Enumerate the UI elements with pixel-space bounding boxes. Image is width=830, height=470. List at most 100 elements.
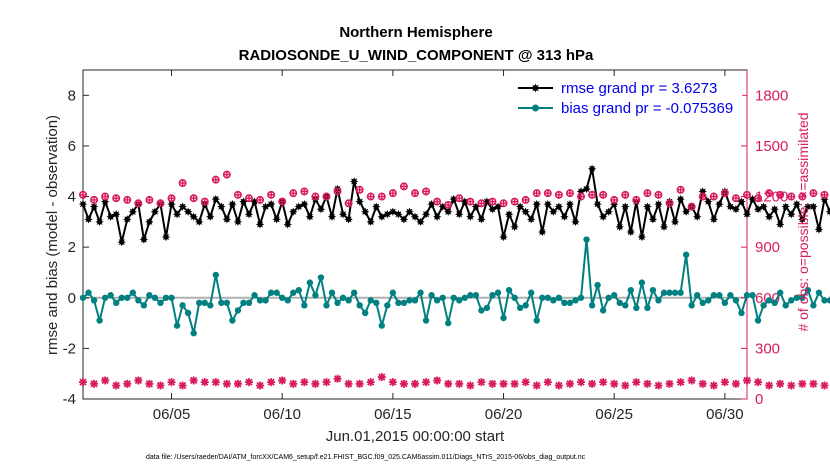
series-0	[78, 164, 830, 247]
bias-point	[146, 292, 153, 299]
bias-point	[190, 330, 197, 337]
rmse-point	[78, 199, 88, 209]
possible-obs-point	[798, 192, 807, 201]
assimilated-obs-point	[366, 378, 375, 387]
assimilated-obs-point	[355, 379, 364, 388]
bias-point	[616, 299, 623, 307]
assimilated-obs-point	[422, 378, 431, 387]
assimilated-obs-point	[588, 379, 597, 388]
possible-obs-mark	[146, 196, 153, 203]
rmse-point	[803, 202, 813, 211]
possible-obs-mark	[578, 193, 584, 200]
possible-obs-mark	[555, 191, 562, 198]
y-right-tick-label: 300	[755, 340, 780, 357]
possible-obs-point	[621, 190, 630, 199]
possible-obs-point	[156, 199, 165, 208]
possible-obs-point	[720, 189, 729, 198]
possible-obs-point	[344, 199, 353, 208]
rmse-point	[527, 215, 536, 224]
bias-point	[179, 302, 186, 309]
bias-point	[682, 251, 690, 258]
possible-obs-mark	[290, 190, 297, 197]
rmse-point	[172, 210, 182, 219]
bias-point	[334, 299, 341, 307]
assimilated-obs-point	[543, 378, 552, 387]
x-tick-label: 06/25	[595, 406, 633, 423]
bias-point	[522, 302, 529, 309]
assimilated-obs-point	[123, 379, 132, 388]
rmse-point	[344, 215, 353, 224]
rmse-point	[731, 204, 741, 214]
possible-obs-mark	[821, 191, 828, 198]
assimilated-obs-point	[499, 379, 508, 388]
possible-obs-point	[134, 199, 143, 208]
bias-point	[777, 289, 784, 296]
bias-point	[284, 297, 291, 304]
bias-point	[279, 294, 286, 301]
possible-obs-mark	[688, 203, 695, 210]
bias-point	[245, 299, 253, 307]
rmse-point	[244, 210, 254, 219]
bias-point	[478, 307, 485, 314]
possible-obs-point	[543, 189, 552, 198]
rmse-point	[543, 199, 552, 209]
possible-obs-point	[665, 199, 674, 208]
x-tick-label: 06/05	[153, 406, 191, 423]
bias-point	[450, 294, 457, 301]
y-axis-label-right: # of obs: o=possible; ×=assimilated	[795, 112, 811, 331]
legend-rmse-label: rmse grand pr = 3.6273	[561, 80, 717, 97]
possible-obs-point	[211, 175, 220, 184]
bias-point	[350, 289, 358, 296]
possible-obs-point	[466, 197, 475, 206]
rmse-point	[410, 212, 420, 221]
legend-rmse-marker	[531, 83, 540, 93]
possible-obs-mark	[666, 200, 673, 207]
x-axis-label: Jun.01,2015 00:00:00 start	[326, 428, 505, 445]
rmse-point	[787, 210, 796, 219]
possible-obs-point	[322, 192, 331, 201]
bias-point	[688, 302, 695, 309]
series-3	[79, 373, 829, 390]
rmse-point	[770, 204, 779, 214]
bias-point	[583, 236, 590, 243]
assimilated-obs-point	[211, 378, 220, 387]
possible-obs-point	[565, 189, 574, 198]
possible-obs-mark	[345, 200, 352, 207]
assimilated-obs-point	[167, 378, 176, 387]
bias-point	[290, 289, 297, 296]
rmse-point	[455, 210, 464, 219]
bias-point	[317, 274, 325, 281]
possible-obs-mark	[644, 190, 651, 197]
rmse-point	[792, 199, 801, 209]
possible-obs-mark	[732, 195, 739, 202]
bias-point	[157, 299, 164, 307]
bias-point	[738, 309, 745, 317]
possible-obs-point	[809, 189, 818, 198]
bias-point	[301, 302, 308, 309]
assimilated-obs-point	[222, 379, 231, 388]
possible-obs-point	[200, 197, 209, 206]
assimilated-obs-point	[676, 378, 685, 387]
possible-obs-mark	[356, 186, 363, 193]
rmse-point	[327, 212, 337, 221]
bias-point	[306, 279, 314, 286]
assimilated-obs-point	[577, 378, 585, 387]
bias-point	[96, 317, 103, 324]
possible-obs-point	[754, 194, 763, 203]
possible-obs-mark	[611, 196, 618, 203]
assimilated-obs-point	[200, 378, 209, 387]
possible-obs-point	[355, 185, 364, 194]
rmse-point	[349, 177, 359, 186]
assimilated-obs-point	[178, 381, 187, 390]
x-tick-label: 06/15	[374, 406, 412, 423]
bias-point	[721, 299, 729, 307]
rmse-point	[604, 207, 613, 216]
rmse-point	[626, 227, 635, 237]
rmse-point	[255, 220, 265, 229]
bias-point	[710, 292, 717, 299]
rmse-point	[294, 202, 303, 211]
rmse-point	[283, 220, 292, 229]
rmse-point	[726, 202, 735, 211]
possible-obs-point	[709, 192, 718, 201]
x-tick-label: 06/20	[485, 406, 523, 423]
